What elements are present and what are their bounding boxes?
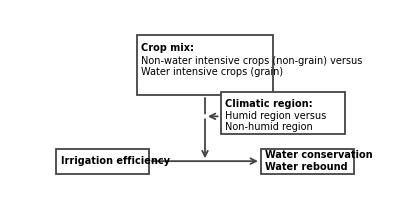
FancyBboxPatch shape bbox=[261, 149, 354, 174]
Text: Water conservation
Water rebound: Water conservation Water rebound bbox=[266, 150, 373, 172]
Text: Non-water intensive crops (non-grain) versus
Water intensive crops (grain): Non-water intensive crops (non-grain) ve… bbox=[142, 56, 363, 78]
FancyBboxPatch shape bbox=[137, 35, 273, 95]
Text: Crop mix:: Crop mix: bbox=[142, 43, 194, 53]
Text: Irrigation efficiency: Irrigation efficiency bbox=[61, 156, 170, 166]
FancyBboxPatch shape bbox=[220, 92, 344, 134]
FancyBboxPatch shape bbox=[56, 149, 149, 174]
Text: Humid region versus
Non-humid region: Humid region versus Non-humid region bbox=[225, 111, 326, 132]
Text: Climatic region:: Climatic region: bbox=[225, 99, 313, 109]
